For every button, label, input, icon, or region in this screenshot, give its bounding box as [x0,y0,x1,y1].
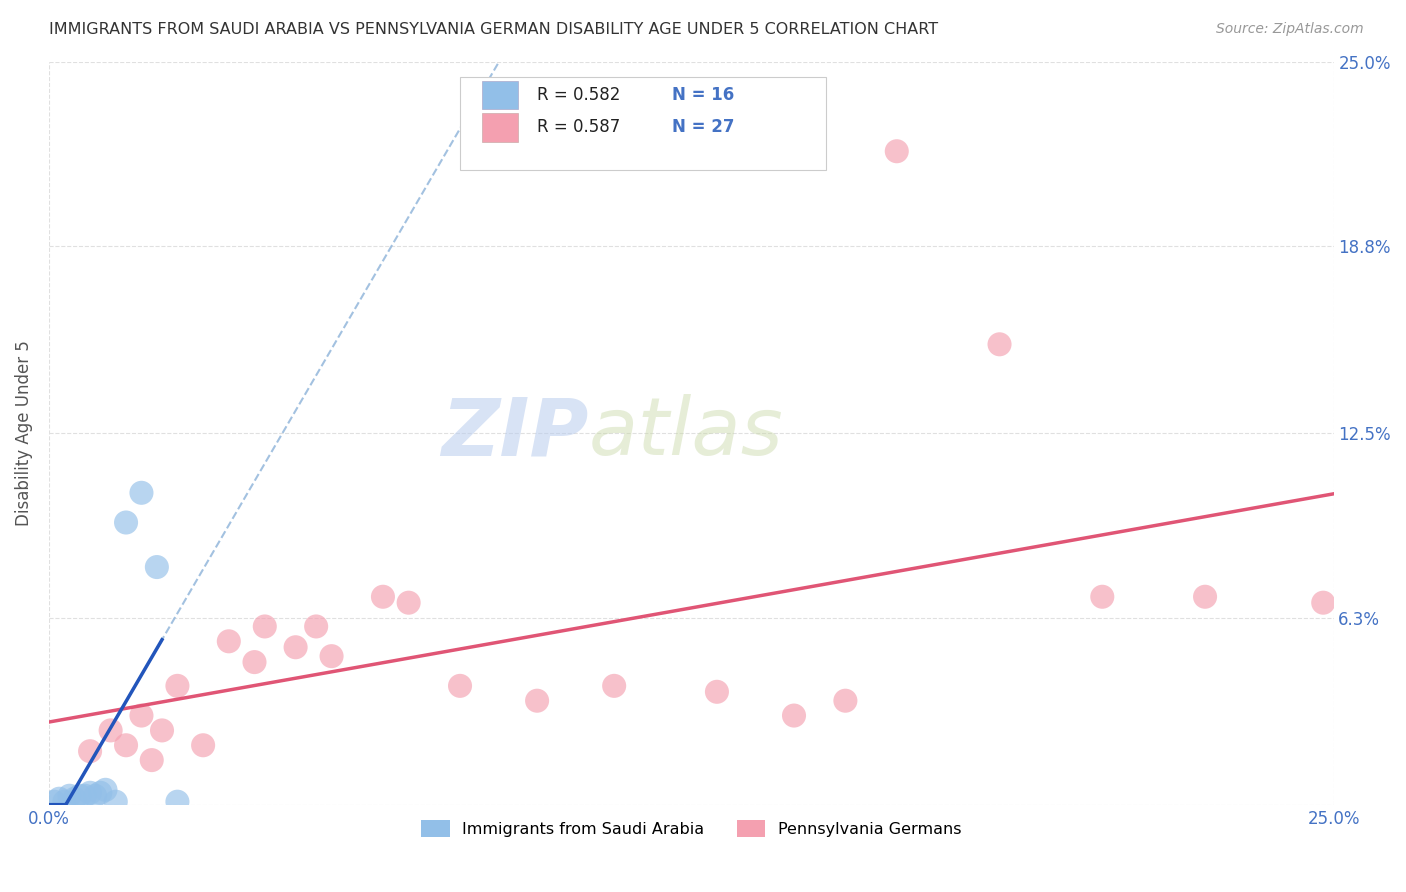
Point [146,560,169,574]
Y-axis label: Disability Age Under 5: Disability Age Under 5 [15,341,32,526]
Text: R = 0.587: R = 0.587 [537,119,620,136]
Point [131,708,153,723]
Point [63,791,86,805]
Point [48,791,70,805]
FancyBboxPatch shape [482,113,517,142]
Point [449,679,471,693]
Point [218,634,240,648]
Point [1194,590,1216,604]
Point [58,789,80,803]
Point [305,619,328,633]
Point [706,685,728,699]
Legend: Immigrants from Saudi Arabia, Pennsylvania Germans: Immigrants from Saudi Arabia, Pennsylvan… [413,812,970,845]
Point [321,649,343,664]
FancyBboxPatch shape [460,77,827,169]
Point [243,655,266,669]
Point [284,640,307,655]
Point [988,337,1011,351]
Point [131,485,153,500]
Text: atlas: atlas [589,394,783,473]
Point [115,516,138,530]
Point [783,708,806,723]
Point [166,679,188,693]
Point [1312,596,1334,610]
Text: IMMIGRANTS FROM SAUDI ARABIA VS PENNSYLVANIA GERMAN DISABILITY AGE UNDER 5 CORRE: IMMIGRANTS FROM SAUDI ARABIA VS PENNSYLV… [49,22,938,37]
Point [834,694,856,708]
Point [603,679,626,693]
Point [94,782,117,797]
Point [371,590,394,604]
Point [42,795,65,809]
Point [84,789,107,803]
Text: N = 27: N = 27 [672,119,734,136]
Point [79,744,101,758]
Point [104,795,127,809]
Point [191,738,214,752]
Point [886,145,908,159]
Point [73,789,96,803]
Point [89,786,111,800]
Point [150,723,173,738]
Point [53,795,76,809]
Point [115,738,138,752]
Point [79,786,101,800]
Text: N = 16: N = 16 [672,86,734,103]
Text: Source: ZipAtlas.com: Source: ZipAtlas.com [1216,22,1364,37]
FancyBboxPatch shape [482,80,517,109]
Point [526,694,548,708]
Text: ZIP: ZIP [441,394,589,473]
Point [141,753,163,767]
Point [100,723,122,738]
Point [253,619,276,633]
Point [166,795,188,809]
Point [1091,590,1114,604]
Text: R = 0.582: R = 0.582 [537,86,620,103]
Point [69,789,91,803]
Point [398,596,420,610]
